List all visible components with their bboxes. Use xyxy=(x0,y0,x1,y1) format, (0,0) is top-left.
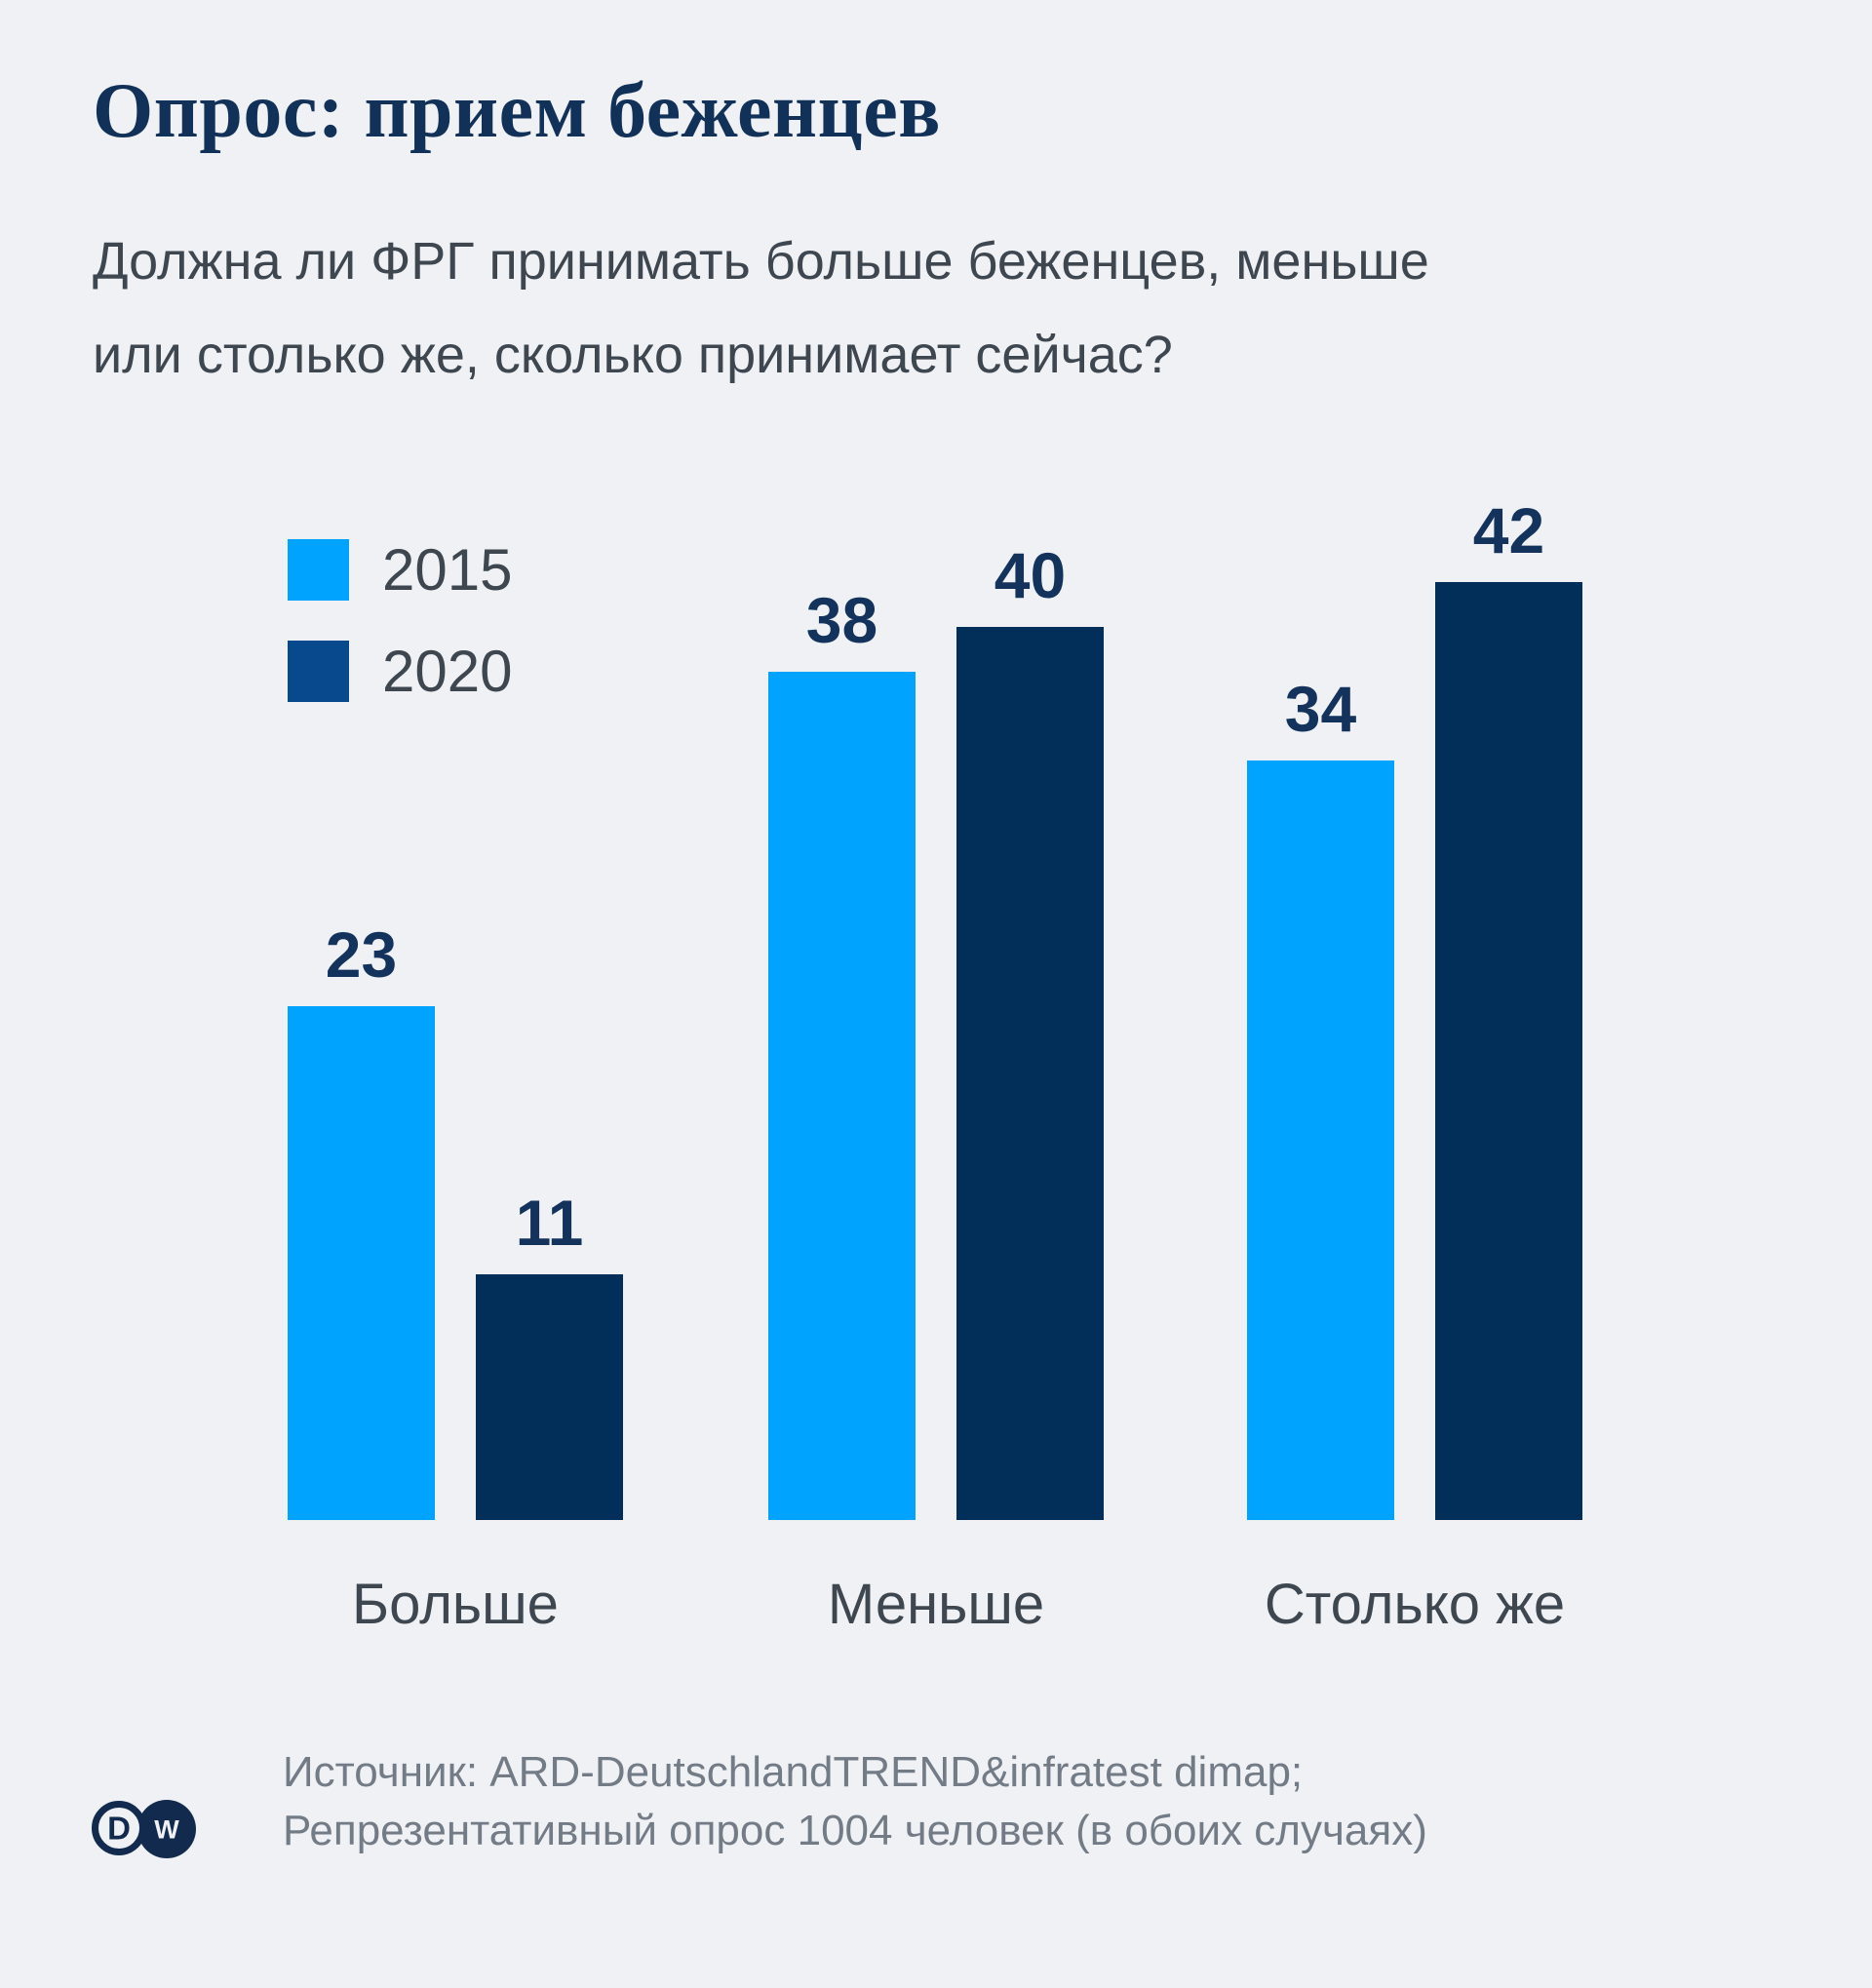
legend-label-2020: 2020 xyxy=(382,639,513,704)
legend-swatch-2015 xyxy=(288,539,349,601)
bar-2015-Меньше xyxy=(768,672,916,1520)
bar-2015-Столько же xyxy=(1247,760,1394,1520)
chart-question: Должна ли ФРГ принимать больше беженцев,… xyxy=(93,214,1750,402)
bar-2020-Столько же xyxy=(1435,582,1582,1520)
legend-item-2015: 2015 xyxy=(288,537,513,603)
page-title: Опрос: прием беженцев xyxy=(93,68,941,154)
chart-legend: 2015 2020 xyxy=(288,537,513,704)
chart-question-line2: или столько же, сколько принимает сейчас… xyxy=(93,326,1173,384)
legend-swatch-2020 xyxy=(288,641,349,702)
bar-2020-Меньше xyxy=(956,627,1104,1520)
bar-value-2020-Больше: 11 xyxy=(515,1187,584,1259)
bar-value-2015-Больше: 23 xyxy=(325,918,398,991)
bar-2015-Больше xyxy=(288,1006,435,1520)
bar-value-2020-Столько же: 42 xyxy=(1472,494,1545,566)
dw-logo-icon: D W xyxy=(92,1800,196,1858)
x-axis-label-Столько же: Столько же xyxy=(1264,1573,1566,1636)
source-note: Источник: ARD-DeutschlandTREND&infratest… xyxy=(283,1743,1427,1860)
legend-label-2015: 2015 xyxy=(382,537,513,603)
source-line1: Источник: ARD-DeutschlandTREND&infratest… xyxy=(283,1748,1304,1796)
logo-letter-d: D xyxy=(107,1811,131,1847)
x-axis-label-Меньше: Меньше xyxy=(827,1573,1045,1636)
bar-value-2015-Меньше: 38 xyxy=(805,584,878,656)
dw-logo: D W xyxy=(92,1798,201,1865)
bar-value-2015-Столько же: 34 xyxy=(1284,673,1357,745)
bar-2020-Больше xyxy=(476,1274,623,1520)
source-line2: Репрезентативный опрос 1004 человек (в о… xyxy=(283,1807,1427,1854)
x-axis-label-Больше: Больше xyxy=(352,1573,559,1636)
bar-value-2020-Меньше: 40 xyxy=(994,539,1067,611)
legend-item-2020: 2020 xyxy=(288,639,513,704)
logo-letter-w: W xyxy=(154,1815,179,1845)
chart-question-line1: Должна ли ФРГ принимать больше беженцев,… xyxy=(93,232,1429,291)
